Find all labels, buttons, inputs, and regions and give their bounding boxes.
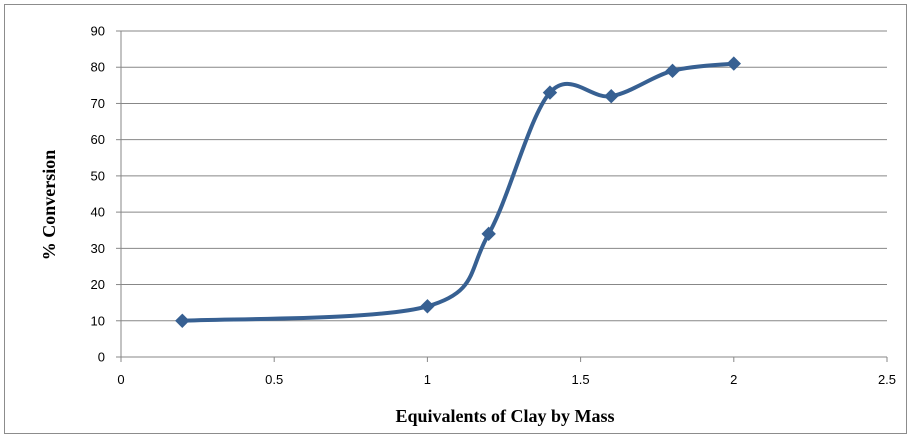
x-tick-labels: 0 0.5 1 1.5 2 2.5 (117, 372, 896, 387)
y-tick-label: 50 (91, 168, 105, 183)
data-point-marker (604, 88, 619, 104)
series-layer (175, 56, 742, 328)
data-point-marker (542, 85, 558, 100)
y-tick-label: 10 (91, 313, 105, 328)
y-tick-label: 30 (91, 241, 105, 256)
series-line (180, 61, 736, 323)
y-tick-label: 70 (91, 96, 105, 111)
axes (116, 30, 888, 362)
data-point-marker (481, 226, 496, 242)
y-tick-label: 80 (91, 60, 105, 75)
x-tick-label: 0 (117, 372, 124, 387)
x-tick-label: 0.5 (265, 372, 283, 387)
x-tick-label: 1.5 (572, 372, 590, 387)
y-tick-label: 90 (91, 24, 105, 39)
data-point-marker (726, 56, 742, 71)
y-tick-labels: 0 10 20 30 40 50 60 70 80 90 (91, 24, 105, 365)
y-tick-label: 20 (91, 277, 105, 292)
y-axis-title: % Conversion (39, 150, 59, 261)
y-tick-label: 40 (91, 205, 105, 220)
gridlines (121, 30, 887, 322)
chart-frame (4, 4, 907, 434)
y-tick-label: 0 (98, 350, 105, 365)
data-point-marker (420, 299, 435, 314)
data-point-marker (665, 63, 680, 79)
x-axis-title: Equivalents of Clay by Mass (395, 406, 614, 426)
y-tick-label: 60 (91, 132, 105, 147)
data-point-marker (175, 313, 190, 328)
x-tick-label: 1 (424, 372, 431, 387)
x-tick-label: 2.5 (878, 372, 896, 387)
x-tick-label: 2 (730, 372, 737, 387)
